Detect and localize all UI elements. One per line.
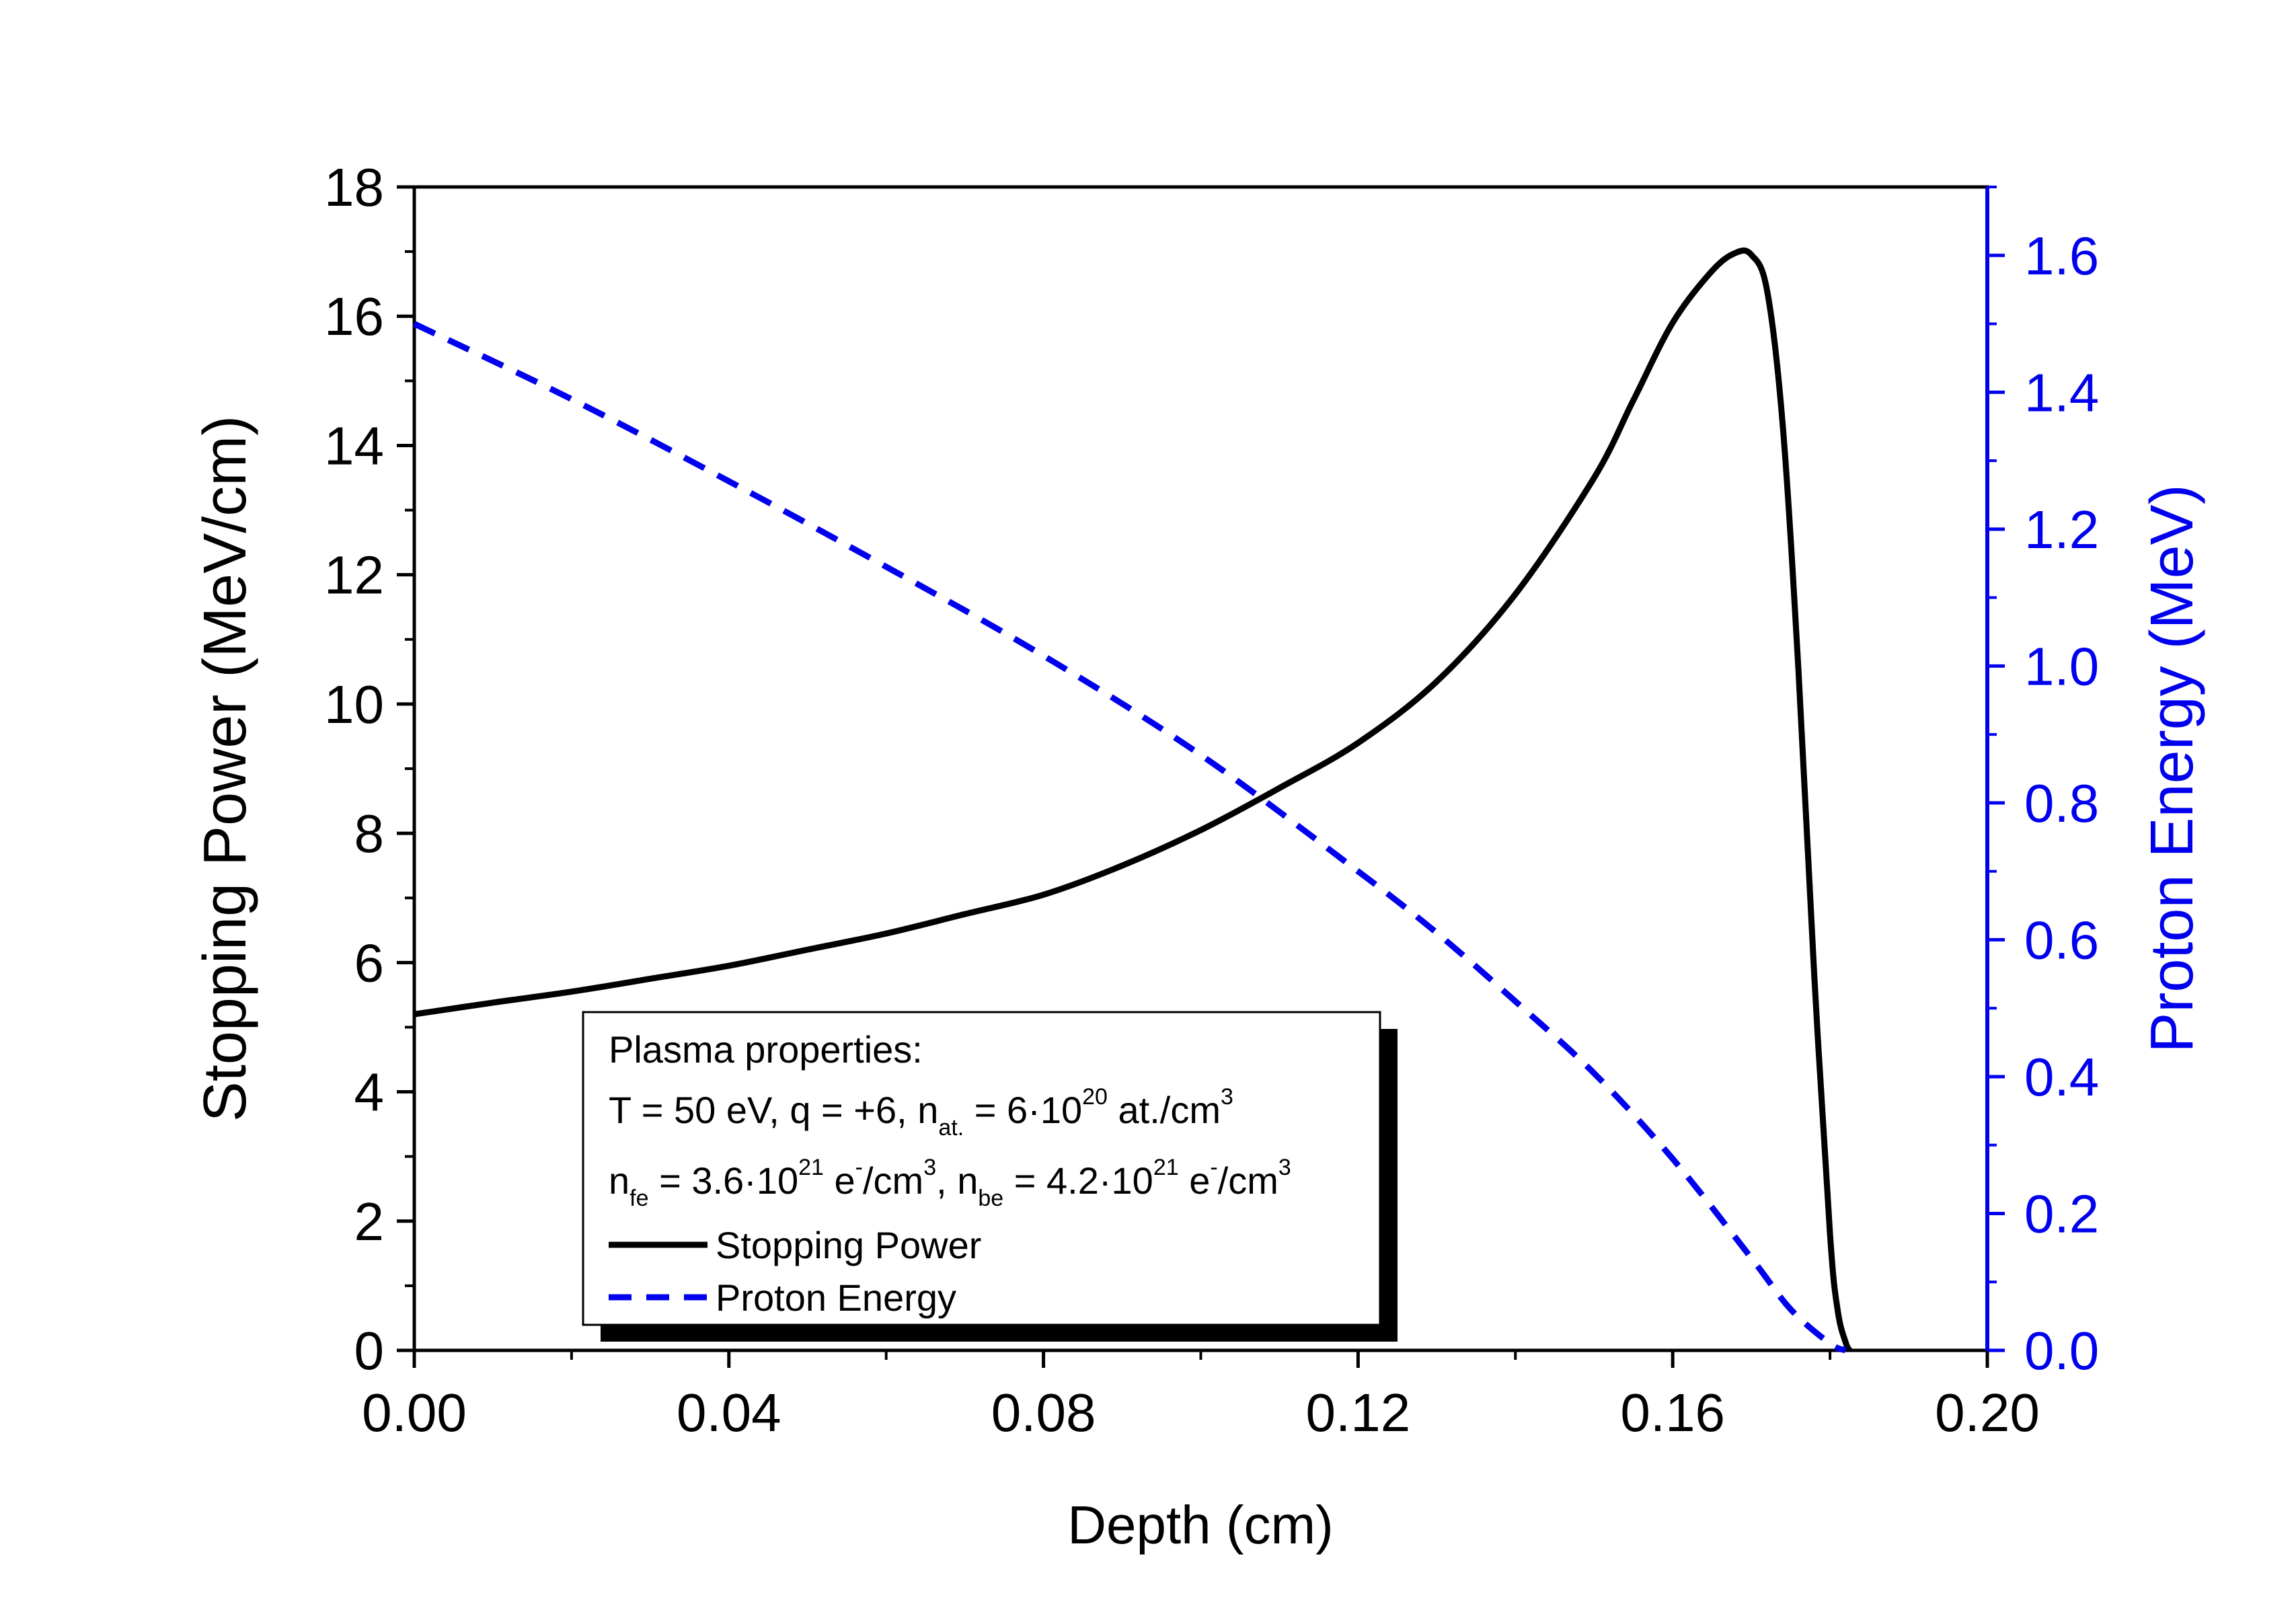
y-left-tick-label: 2: [354, 1192, 385, 1252]
x-axis-label: Depth (cm): [1067, 1495, 1334, 1555]
y-right-tick-label: 0.8: [2024, 773, 2099, 833]
y-left-tick-label: 0: [354, 1321, 385, 1381]
y-right-tick-label: 0.2: [2024, 1184, 2099, 1243]
y-left-tick-label: 14: [324, 416, 384, 475]
y-right-axis-ticks: 0.0 0.2 0.4 0.6 0.8 1.0 1.2 1.4 1.6: [1987, 186, 2099, 1381]
y-right-tick-label: 0.6: [2024, 910, 2099, 970]
x-tick-label: 0.12: [1306, 1383, 1411, 1443]
y-left-tick-label: 8: [354, 804, 385, 863]
legend-entry-proton-energy: Proton Energy: [716, 1276, 956, 1319]
legend-plasma-line-2: nfe = 3.6·1021 e-/cm3, nbe = 4.2·1021 e-…: [609, 1155, 1291, 1211]
y-left-axis-label: Stopping Power (MeV/cm): [192, 416, 259, 1122]
y-right-tick-label: 1.6: [2024, 226, 2099, 286]
legend-box: [582, 1011, 1381, 1326]
legend-entry-stopping-power: Stopping Power: [716, 1224, 981, 1266]
x-axis-ticks: 0.00 0.04 0.08 0.12 0.16 0.20: [362, 1350, 2040, 1443]
y-right-axis-label: Proton Energy (MeV): [2139, 484, 2206, 1052]
y-left-axis-ticks: 0 2 4 6 8 10 12 14 16 18: [324, 157, 414, 1381]
x-tick-label: 0.04: [677, 1383, 781, 1443]
y-left-tick-label: 16: [324, 286, 384, 346]
y-left-tick-label: 10: [324, 675, 384, 734]
legend: Plasma properties: T = 50 eV, q = +6, na…: [582, 1011, 1398, 1342]
legend-plasma-line-1: T = 50 eV, q = +6, nat. = 6·1020 at./cm3: [609, 1084, 1233, 1141]
x-tick-label: 0.20: [1935, 1383, 2040, 1443]
legend-heading: Plasma properties:: [609, 1028, 923, 1071]
y-right-tick-label: 1.0: [2024, 636, 2099, 696]
x-tick-label: 0.00: [362, 1383, 467, 1443]
y-left-tick-label: 6: [354, 933, 385, 993]
y-right-tick-label: 1.2: [2024, 500, 2099, 560]
proton-energy-line: [413, 321, 1847, 1354]
y-left-tick-label: 12: [324, 545, 384, 605]
y-right-tick-label: 1.4: [2024, 362, 2099, 422]
y-right-tick-label: 0.0: [2024, 1321, 2099, 1381]
y-left-tick-label: 4: [354, 1063, 385, 1122]
x-tick-label: 0.08: [991, 1383, 1096, 1443]
y-right-tick-label: 0.4: [2024, 1047, 2099, 1107]
stopping-power-line: [414, 247, 1853, 1352]
x-tick-label: 0.16: [1620, 1383, 1725, 1443]
y-left-tick-label: 18: [324, 157, 384, 217]
